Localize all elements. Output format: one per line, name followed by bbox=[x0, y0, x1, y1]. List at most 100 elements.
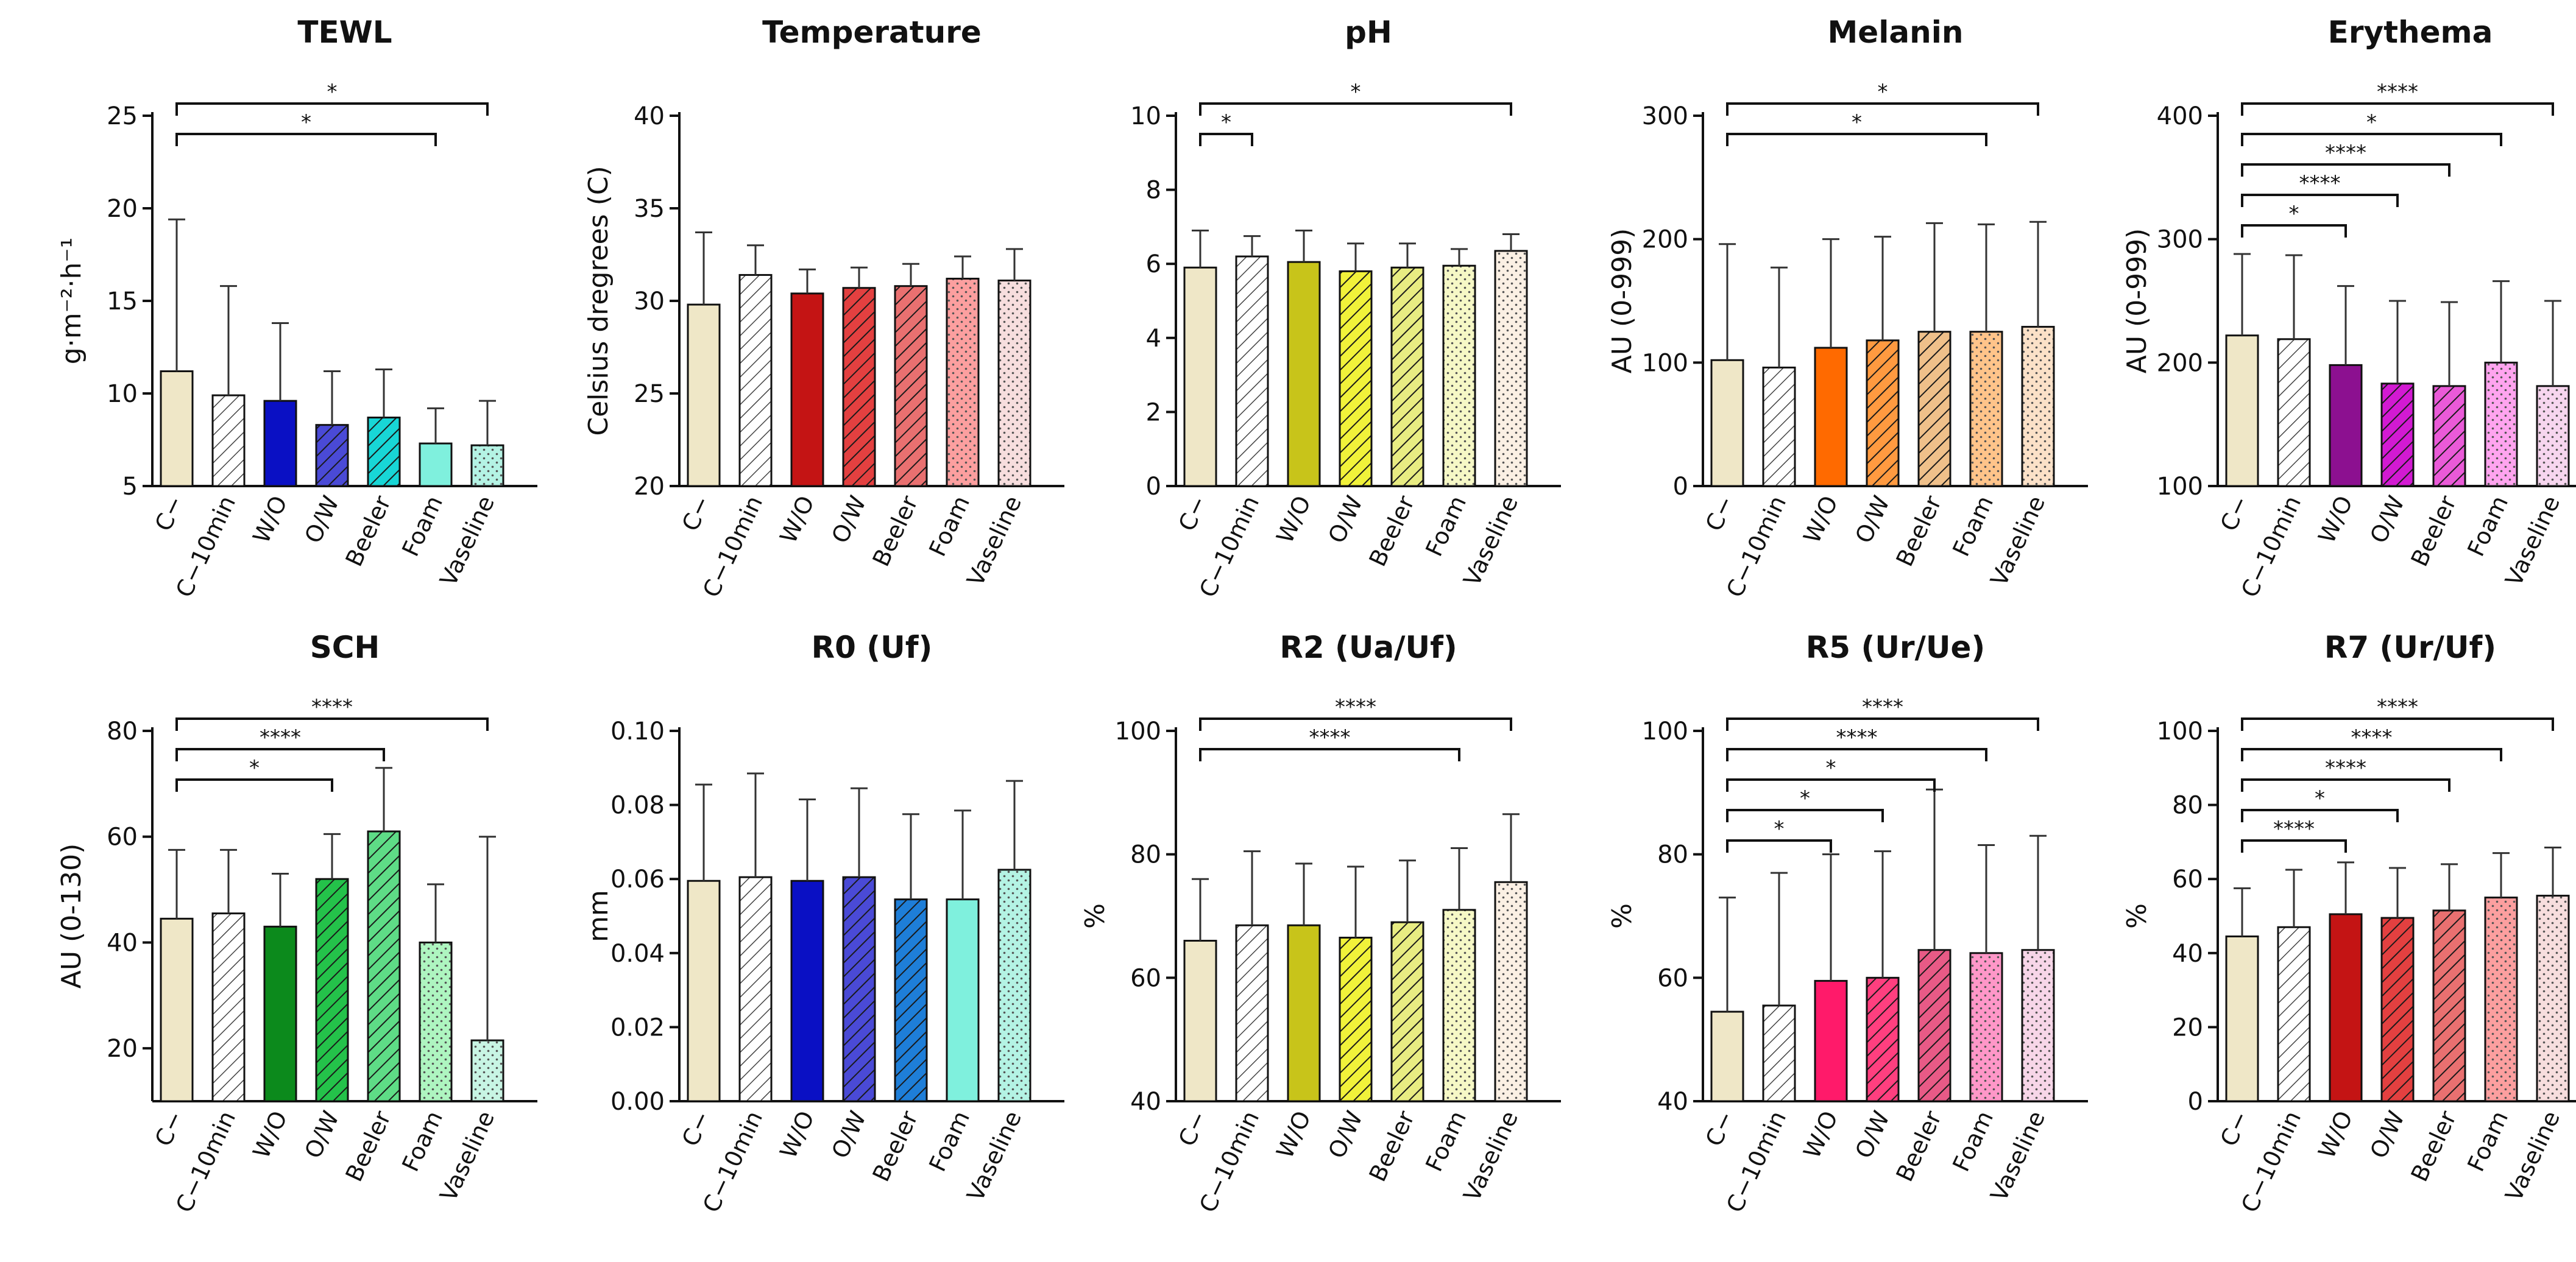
y-tick-label: 100 bbox=[1642, 717, 1688, 746]
significance-label: **** bbox=[1309, 725, 1351, 750]
x-tick-label: Beeler bbox=[1891, 1107, 1947, 1186]
x-tick-label: O/W bbox=[1850, 492, 1895, 547]
significance-bracket: * bbox=[1726, 786, 1884, 822]
y-axis-label: Celsius dregrees (C) bbox=[583, 166, 614, 435]
bar-vaseline bbox=[1494, 881, 1528, 1102]
bar-c bbox=[687, 303, 721, 487]
panel-title: R2 (Ua/Uf) bbox=[1279, 630, 1457, 665]
bar-vaseline bbox=[997, 869, 1031, 1102]
bar-vaseline bbox=[1494, 250, 1528, 487]
bar-beeler bbox=[1917, 331, 1951, 487]
bar-vaseline bbox=[2021, 326, 2055, 487]
bar-o-w bbox=[1339, 936, 1373, 1102]
x-tick-label: C− bbox=[1173, 1107, 1213, 1151]
bar-w-o bbox=[2329, 913, 2363, 1102]
significance-bracket: **** bbox=[1726, 695, 2039, 731]
x-tick-label: Beeler bbox=[1364, 1107, 1420, 1186]
panel-title: R7 (Ur/Uf) bbox=[2324, 630, 2496, 665]
bar-o-w bbox=[315, 878, 349, 1102]
bar-foam bbox=[419, 442, 453, 487]
bar-w-o bbox=[790, 880, 824, 1102]
bar-w-o bbox=[790, 292, 824, 487]
bar-vaseline bbox=[470, 444, 504, 487]
x-tick-label: W/O bbox=[774, 492, 819, 547]
x-tick-label: W/O bbox=[1271, 492, 1316, 547]
y-tick-label: 40 bbox=[2172, 940, 2203, 968]
x-tick-label: Beeler bbox=[1364, 492, 1420, 571]
bar-vaseline bbox=[997, 280, 1031, 487]
y-axis-label: % bbox=[1080, 903, 1111, 929]
bar-foam bbox=[2484, 361, 2518, 487]
y-tick-label: 0.06 bbox=[610, 865, 665, 894]
significance-label: **** bbox=[2377, 695, 2418, 719]
y-tick-label: 10 bbox=[107, 380, 138, 408]
significance-bracket: * bbox=[2241, 110, 2502, 146]
bar-c bbox=[1710, 359, 1744, 487]
y-tick-label: 10 bbox=[1130, 102, 1161, 130]
bar-c-10min bbox=[1235, 255, 1269, 487]
significance-label: * bbox=[327, 80, 338, 104]
bar-foam bbox=[1442, 264, 1476, 487]
y-tick-label: 80 bbox=[1130, 841, 1161, 869]
significance-label: **** bbox=[2377, 80, 2418, 104]
y-axis-label: AU (0-999) bbox=[1607, 228, 1638, 373]
y-axis-label: AU (0-130) bbox=[56, 844, 87, 989]
bar-beeler bbox=[894, 285, 928, 487]
y-tick-label: 0 bbox=[2188, 1088, 2203, 1116]
x-tick-label: C− bbox=[1173, 492, 1213, 535]
y-tick-label: 8 bbox=[1146, 177, 1161, 205]
y-tick-label: 0.00 bbox=[610, 1088, 665, 1116]
x-tick-label: O/W bbox=[2365, 492, 2410, 547]
y-tick-label: 5 bbox=[122, 473, 138, 501]
bar-c bbox=[687, 880, 721, 1102]
y-tick-label: 6 bbox=[1146, 250, 1161, 278]
significance-label: * bbox=[1826, 756, 1836, 780]
significance-bracket: * bbox=[1726, 817, 1832, 853]
x-tick-label: Foam bbox=[2462, 492, 2513, 560]
significance-label: **** bbox=[2299, 171, 2341, 196]
y-tick-label: 0.02 bbox=[610, 1013, 665, 1042]
y-tick-label: 100 bbox=[1115, 717, 1161, 746]
bar-o-w bbox=[842, 876, 876, 1102]
significance-bracket: * bbox=[1726, 756, 1936, 792]
bar-c bbox=[2225, 334, 2259, 487]
significance-label: * bbox=[1878, 80, 1888, 104]
y-tick-label: 100 bbox=[2157, 473, 2203, 501]
y-tick-label: 60 bbox=[2172, 865, 2203, 894]
panel-title: Melanin bbox=[1828, 15, 1964, 50]
bar-c-10min bbox=[2277, 926, 2311, 1102]
bar-vaseline bbox=[2021, 949, 2055, 1102]
significance-bracket: **** bbox=[2241, 695, 2554, 731]
bar-foam bbox=[946, 278, 980, 487]
bar-c bbox=[1710, 1010, 1744, 1102]
bar-c bbox=[2225, 935, 2259, 1102]
bar-beeler bbox=[894, 898, 928, 1102]
bar-o-w bbox=[315, 424, 349, 487]
y-tick-label: 0.10 bbox=[610, 717, 665, 746]
y-tick-label: 60 bbox=[107, 823, 138, 851]
y-tick-label: 200 bbox=[2157, 349, 2203, 377]
bar-w-o bbox=[1287, 261, 1321, 487]
y-tick-label: 40 bbox=[1130, 1088, 1161, 1116]
y-tick-label: 40 bbox=[107, 929, 138, 957]
bar-o-w bbox=[1866, 976, 1900, 1102]
significance-label: **** bbox=[1862, 695, 1903, 719]
x-tick-label: Beeler bbox=[341, 1107, 397, 1186]
x-tick-label: Foam bbox=[1947, 492, 1998, 560]
y-tick-label: 20 bbox=[634, 473, 665, 501]
y-tick-label: 300 bbox=[2157, 226, 2203, 254]
panel-title: SCH bbox=[310, 630, 380, 665]
x-tick-label: O/W bbox=[299, 1107, 344, 1162]
x-tick-label: W/O bbox=[2313, 492, 2358, 547]
significance-bracket: * bbox=[175, 110, 437, 146]
y-tick-label: 0 bbox=[1673, 473, 1688, 501]
y-tick-label: 0 bbox=[1146, 473, 1161, 501]
x-tick-label: C− bbox=[677, 1107, 717, 1151]
bar-beeler bbox=[1390, 266, 1424, 487]
bar-vaseline bbox=[2536, 895, 2570, 1102]
significance-bracket: * bbox=[1199, 80, 1512, 116]
